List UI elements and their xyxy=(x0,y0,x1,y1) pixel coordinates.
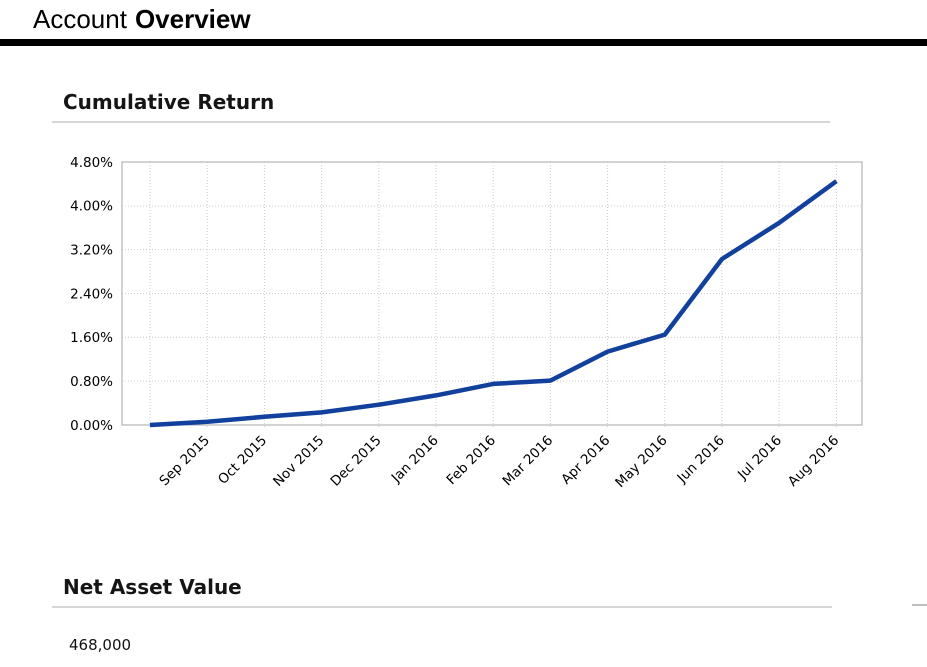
x-axis-tick-label: Sep 2015 xyxy=(156,433,213,490)
x-axis-tick-label: Apr 2016 xyxy=(558,433,613,488)
x-axis-tick-label: Jul 2016 xyxy=(734,433,785,484)
cumulative-return-line xyxy=(149,179,838,428)
right-edge-divider-fragment xyxy=(912,604,927,606)
cumulative-return-chart: 0.00% 0.80% 1.60% 2.40% 3.20% 4.00% 4.80% Sep 2… xyxy=(70,155,863,491)
x-axis-tick-label: Oct 2015 xyxy=(215,433,270,488)
cumulative-return-heading: Cumulative Return xyxy=(63,90,275,114)
page-title: Account Overview xyxy=(33,2,251,36)
y-axis-tick-label: 0.00% xyxy=(70,418,113,434)
title-underline-rule xyxy=(0,39,927,46)
x-axis-tick-label: May 2016 xyxy=(612,433,670,491)
net-asset-value-amount: 468,000 xyxy=(69,636,132,654)
y-axis-tick-label: 4.00% xyxy=(70,199,113,215)
x-axis-tick-label: Mar 2016 xyxy=(500,433,557,490)
y-axis-tick-label: 4.80% xyxy=(70,155,113,171)
x-axis-tick-label: Aug 2016 xyxy=(785,433,842,490)
cumulative-return-divider xyxy=(52,121,830,123)
x-axis-tick-label: Jan 2016 xyxy=(388,433,442,487)
net-asset-value-divider xyxy=(52,606,832,608)
y-axis-tick-label: 1.60% xyxy=(70,330,113,346)
x-axis-tick-label: Feb 2016 xyxy=(443,433,499,489)
page-title-bold: Overview xyxy=(134,4,251,34)
x-axis-tick-label: Jun 2016 xyxy=(674,433,728,487)
x-axis-tick-label: Dec 2015 xyxy=(328,433,385,490)
y-axis-tick-label: 0.80% xyxy=(70,374,113,390)
y-axis-tick-label: 2.40% xyxy=(70,286,113,302)
page-title-regular: Account xyxy=(33,4,127,34)
x-axis-tick-label: Nov 2015 xyxy=(270,433,327,490)
net-asset-value-heading: Net Asset Value xyxy=(63,575,242,599)
y-axis-tick-label: 3.20% xyxy=(70,242,113,258)
plot-border xyxy=(121,161,863,426)
